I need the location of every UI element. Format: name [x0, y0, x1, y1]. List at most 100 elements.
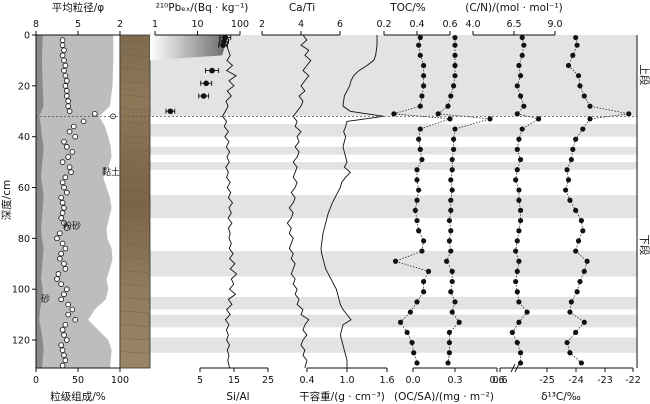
d13c-point-30 [573, 329, 579, 336]
toc-top-tick-label-2: 0.6 [442, 19, 457, 30]
mean-phi-point-41 [59, 240, 66, 247]
shaded-band-6 [150, 296, 637, 310]
pb210-top-label: ²¹⁰Pbₑₓ/(Bq · kg⁻¹) [156, 2, 249, 14]
oc-sa-point-6 [448, 93, 454, 99]
depth-tick-label-5: 100 [12, 285, 30, 296]
d13c-point-28 [567, 309, 573, 315]
d13c-point-17 [567, 197, 573, 203]
annotation-sand: 砂 [41, 293, 50, 305]
d13c-point-0 [573, 34, 579, 41]
core-texture-1 [120, 54, 150, 57]
cn-point-12 [514, 146, 520, 152]
cn-top-tick-label-0: 4.0 [465, 19, 480, 30]
core-texture-15 [120, 243, 150, 246]
oc-sa-point-31 [446, 339, 452, 346]
mean-phi-point-50 [64, 286, 70, 292]
core-texture-22 [120, 337, 150, 341]
d13c-bottom-label: δ¹³C/‰ [541, 391, 581, 403]
mean-phi-point-45 [61, 260, 67, 267]
mean-phi-point-48 [54, 276, 60, 282]
mean-phi-point-9 [62, 83, 69, 89]
mean-phi-point-20 [72, 133, 78, 140]
oc-sa-point-18 [448, 207, 454, 213]
cn-point-32 [517, 350, 524, 356]
annotation-clay: 黏土 [102, 166, 120, 178]
d13c-bottom-tick-label-3: -23 [597, 375, 613, 386]
mean-phi-point-3 [59, 52, 66, 59]
toc-point-30 [404, 329, 410, 336]
toc-point-9 [447, 116, 453, 122]
cn-top-tick-label-2: 9.0 [547, 19, 562, 30]
mean-phi-point-1 [59, 42, 66, 48]
mean-phi-point-23 [69, 149, 76, 155]
cn-point-23 [516, 258, 522, 264]
grain-bottom-tick-label-1: 50 [72, 375, 84, 386]
d13c-bottom-tick-label-1: -25 [539, 375, 555, 386]
si-al-line [221, 34, 238, 369]
shaded-band-1 [150, 123, 637, 137]
cn-point-15 [513, 177, 519, 183]
depth-tick-label-6: 120 [12, 336, 30, 347]
core-texture-12 [120, 202, 150, 206]
oc-sa-point-25 [449, 278, 455, 285]
core-texture-18 [120, 283, 150, 287]
d13c-point-11 [573, 136, 579, 142]
mean-phi-point-65 [59, 362, 66, 369]
cn-point-21 [514, 238, 520, 244]
cn-point-26 [514, 289, 520, 295]
toc-point-31 [409, 339, 415, 346]
d13c-point-23 [584, 258, 590, 264]
d13c-bottom-tick-label-4: -22 [625, 375, 641, 386]
oc-sa-point-0 [452, 34, 458, 41]
grain-top-tick-label-2: 2 [117, 19, 123, 30]
mean-phi-point-12 [65, 98, 71, 104]
cn-point-3 [516, 62, 522, 69]
mean-phi-point-40 [54, 235, 60, 242]
si-al-bottom-tick-label-0: 5 [197, 375, 203, 386]
density-bottom-tick-label-1: 1.0 [339, 375, 354, 386]
density-bottom-tick-label-0: 0.4 [299, 375, 314, 386]
oc-sa-point-2 [452, 52, 458, 58]
grain-panel [35, 34, 121, 369]
mean-phi-point-33 [59, 199, 66, 206]
depth-tick-label-2: 40 [18, 132, 30, 143]
d13c-bottom-tick-label-0: 0.6 [492, 375, 507, 386]
cn-point-31 [514, 339, 520, 346]
ca-ti-line [286, 34, 312, 369]
toc-point-27 [414, 299, 420, 305]
shaded-band-7 [150, 314, 637, 328]
mean-phi-point-58 [59, 327, 66, 333]
shaded-bands [150, 35, 637, 353]
cn-point-5 [514, 83, 520, 89]
mean-phi-point-25 [59, 159, 66, 165]
oc-sa-point-30 [446, 329, 452, 336]
pb210-point-5 [200, 93, 207, 99]
shaded-band-3 [150, 162, 637, 170]
cn-point-1 [521, 42, 527, 48]
grain-bottom-label: 粒级组成/% [50, 390, 106, 403]
oc-sa-point-16 [449, 187, 455, 193]
mean-phi-point-56 [72, 316, 78, 323]
mean-phi-point-4 [61, 57, 67, 64]
d13c-point-7 [587, 103, 593, 109]
mean-phi-point-38 [64, 225, 70, 231]
core-texture-23 [120, 351, 150, 354]
d13c-point-4 [575, 73, 582, 79]
oc-sa-point-26 [448, 289, 454, 295]
cn-point-27 [516, 299, 522, 305]
core-texture-11 [120, 189, 150, 192]
shaded-band-8 [150, 337, 637, 353]
grain-top-tick-label-0: 8 [33, 19, 39, 30]
shaded-band-2 [150, 146, 637, 155]
oc-sa-point-24 [449, 268, 455, 275]
mean-phi-point-60 [64, 337, 70, 343]
toc-point-3 [421, 62, 427, 69]
core-texture-17 [120, 270, 150, 273]
d13c-point-26 [574, 289, 580, 295]
density-bottom-tick-label-2: 1.6 [379, 375, 394, 386]
toc-point-28 [407, 309, 413, 315]
oc-sa-point-13 [449, 156, 455, 163]
pb210-point-3 [209, 67, 215, 74]
mean-phi-point-57 [62, 321, 69, 328]
cn-point-11 [516, 136, 522, 142]
